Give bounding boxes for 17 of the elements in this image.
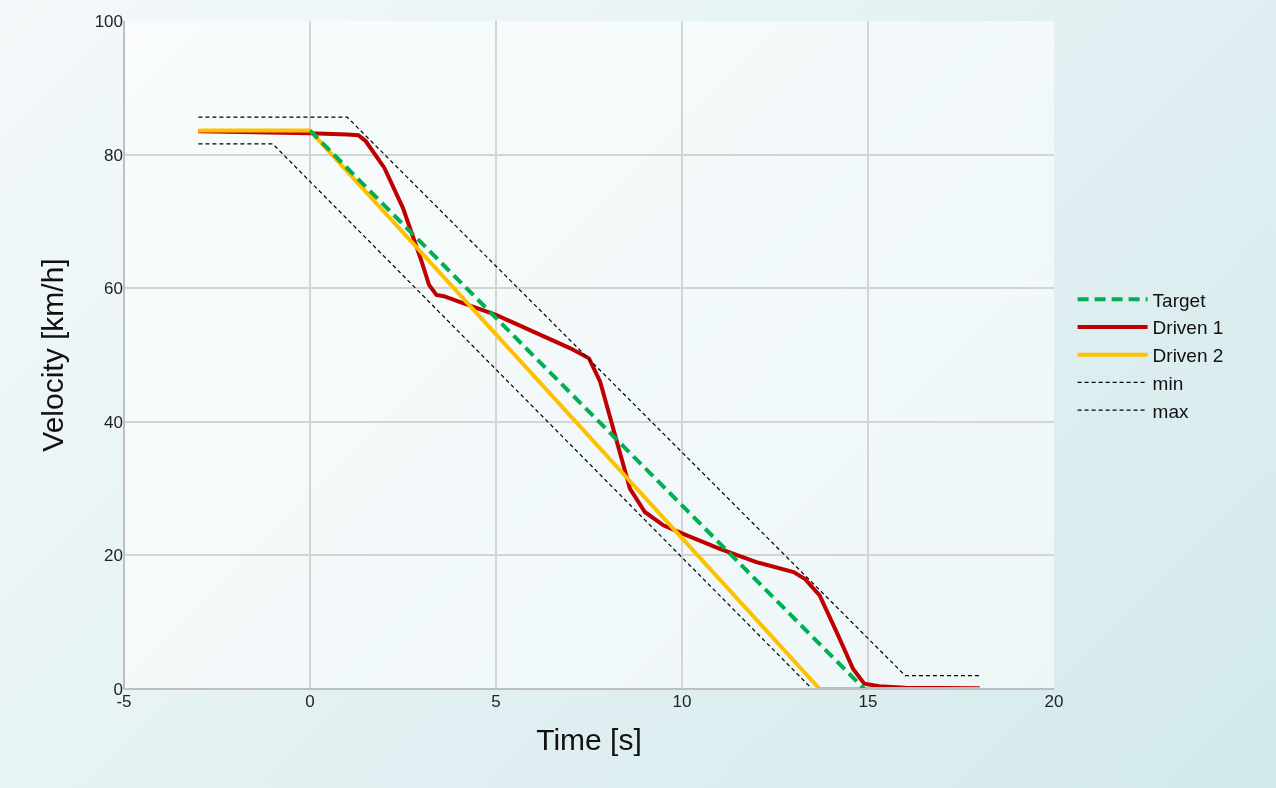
y-tick-label: 100: [94, 11, 123, 31]
y-axis-title: Velocity [km/h]: [35, 258, 69, 452]
y-tick-label: 20: [104, 546, 123, 566]
legend-label: max: [1152, 400, 1189, 422]
y-tick-label: 60: [104, 279, 123, 299]
legend-label: Driven 2: [1152, 345, 1224, 367]
legend-label: Driven 1: [1152, 317, 1224, 339]
x-tick-label: 10: [672, 692, 692, 711]
x-tick-label: 5: [491, 692, 501, 711]
legend-label: min: [1152, 372, 1184, 394]
y-tick-label: 80: [104, 145, 123, 165]
x-tick-label: 15: [858, 692, 878, 711]
legend-label: Target: [1152, 289, 1207, 311]
y-tick-label: 40: [104, 412, 123, 432]
x-axis-title: Time [s]: [536, 722, 642, 756]
x-tick-label: 20: [1044, 692, 1064, 711]
x-tick-label: 0: [305, 692, 315, 711]
